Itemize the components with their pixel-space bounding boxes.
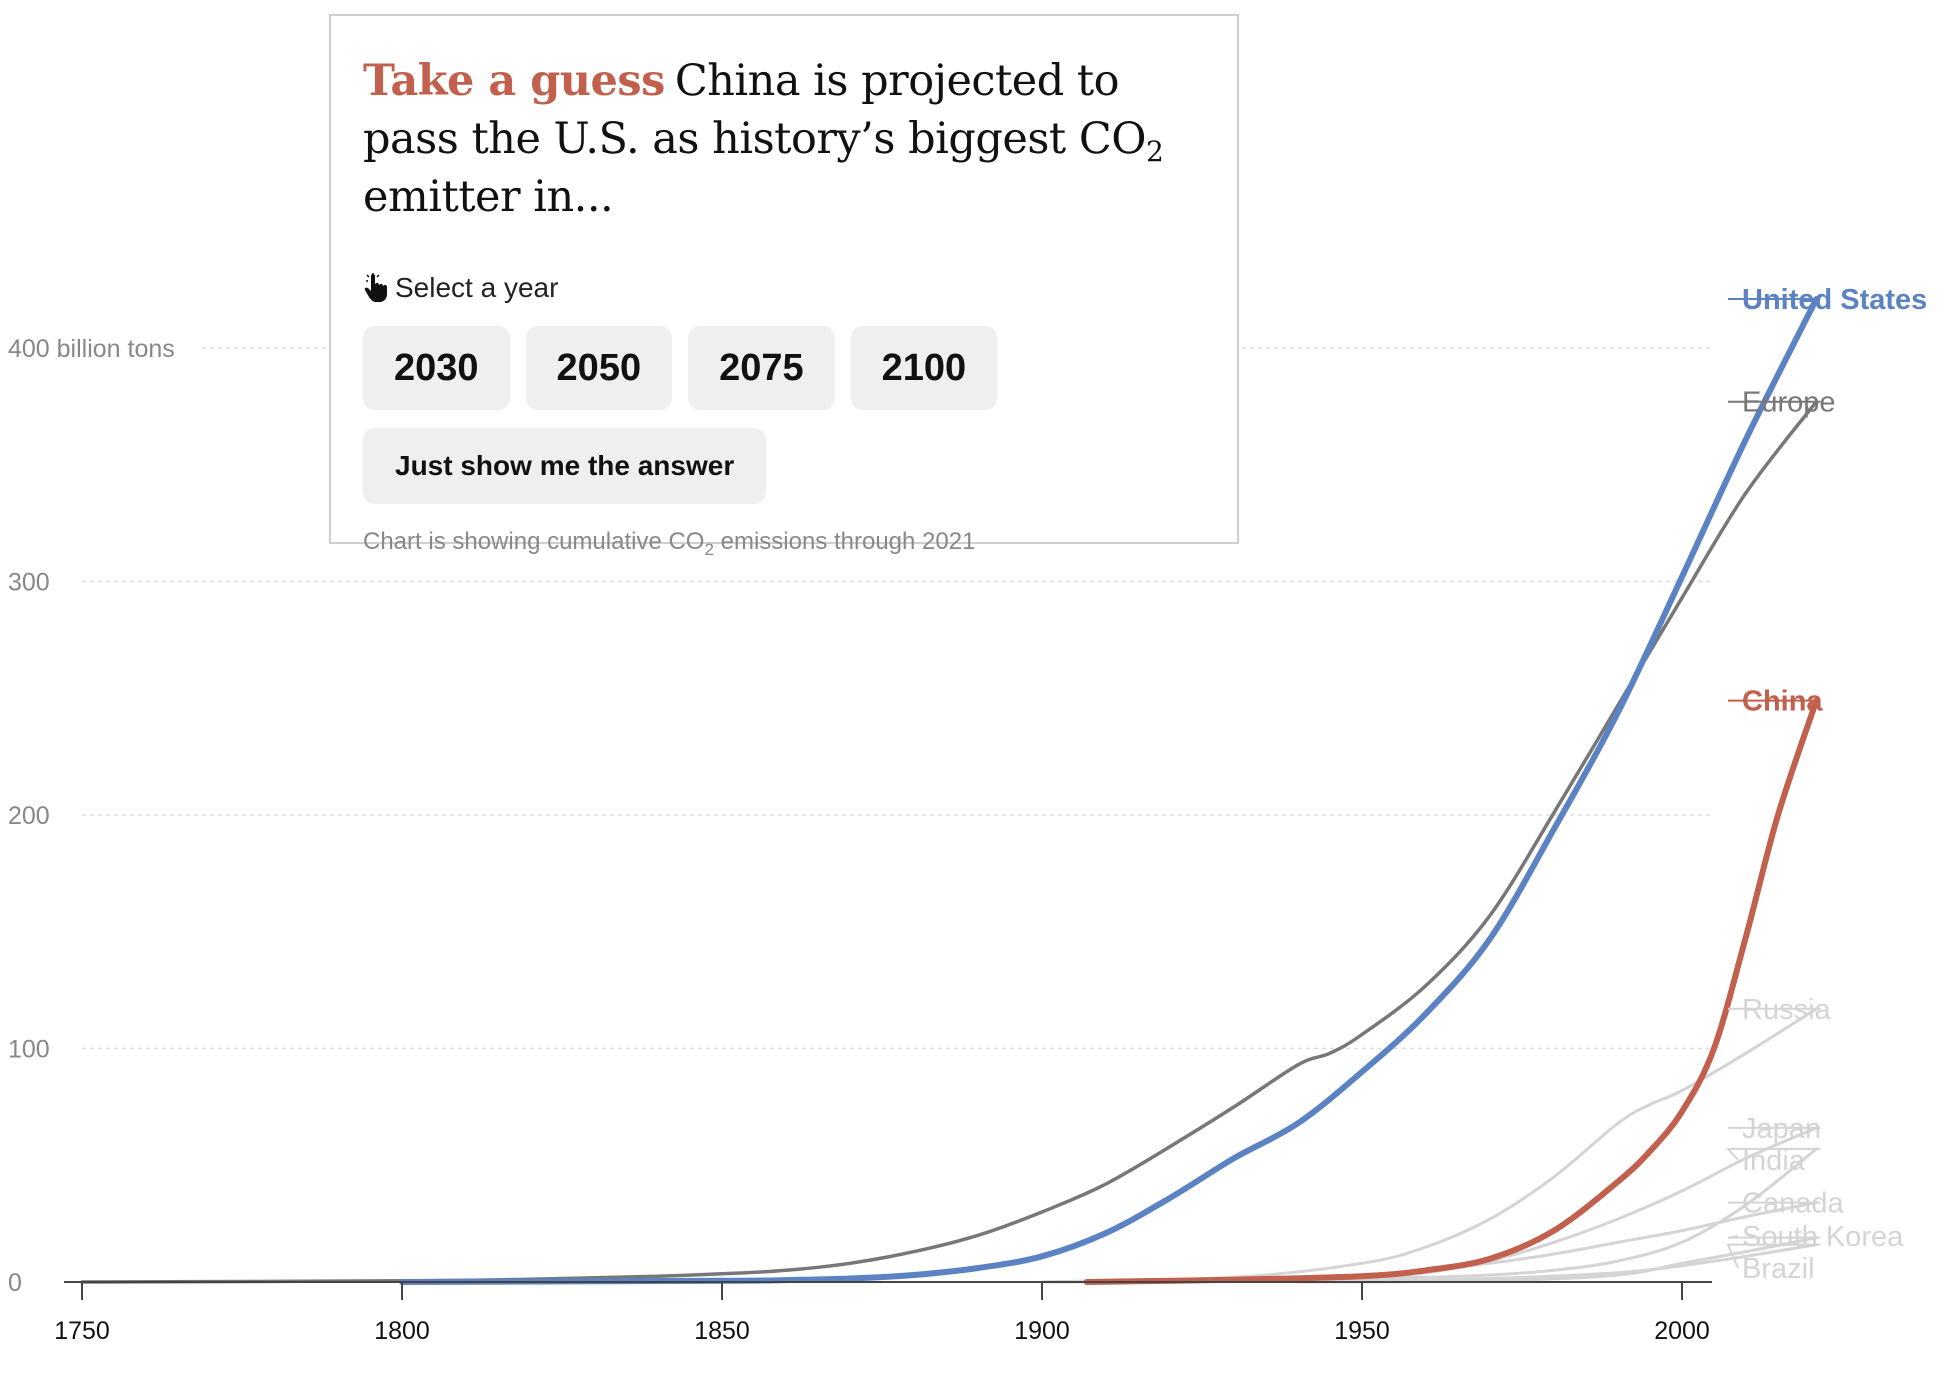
series-label-united-states: United States [1742, 284, 1927, 316]
chart-footnote: Chart is showing cumulative CO2 emission… [363, 528, 1207, 559]
quiz-panel: Take a guess China is projected to pass t… [329, 14, 1239, 558]
series-line-europe [80, 399, 1819, 1284]
x-tick-label: 1900 [1014, 1317, 1070, 1345]
footnote-text: Chart is showing cumulative CO [363, 528, 705, 555]
series-label-south-korea: South Korea [1742, 1221, 1904, 1253]
series-lines [80, 296, 1820, 1285]
series-labels: United States Europe China Russia JapanIndia… [1725, 284, 1927, 1285]
prompt-label: Select a year [395, 272, 559, 303]
series-label-canada: Canada [1742, 1188, 1844, 1220]
label-leader-south-korea [1727, 1235, 1821, 1239]
series-line-russia [1040, 1007, 1818, 1284]
footnote-text-end: emissions through 2021 [713, 528, 976, 555]
x-tick-label: 1850 [694, 1317, 750, 1345]
year-2100-button[interactable]: 2100 [850, 326, 998, 410]
select-year-prompt: Select a year [363, 272, 1207, 304]
question-subscript: 2 [1146, 135, 1164, 168]
x-tick-label: 1800 [374, 1317, 430, 1345]
y-tick-label: 200 [8, 802, 50, 830]
x-axis: 1750 1800 1850 1900 1950 2000 [54, 1281, 1712, 1345]
year-2030-button[interactable]: 2030 [363, 326, 510, 410]
label-leader-brazil [1726, 1243, 1821, 1269]
year-2075-button[interactable]: 2075 [688, 326, 835, 410]
x-tick-label: 1950 [1334, 1317, 1390, 1345]
x-tick-label: 1750 [54, 1317, 110, 1345]
footnote-subscript: 2 [704, 540, 714, 559]
series-label-china: China [1742, 686, 1823, 718]
series-label-russia: Russia [1742, 994, 1832, 1026]
series-line-united-states [399, 296, 1820, 1285]
question-text: China is projected to pass the U.S. as h… [363, 56, 1147, 164]
series-line-china [1083, 697, 1820, 1285]
y-tick-label: 300 [8, 569, 50, 597]
question-text-end: emitter in... [363, 172, 614, 222]
pointer-hand-icon [363, 272, 389, 303]
quiz-question: Take a guess China is projected to pass t… [363, 52, 1207, 226]
y-tick-label: 100 [8, 1036, 50, 1064]
y-tick-label: 400 billion tons [8, 335, 175, 363]
year-options: 2030 2050 2075 2100 [363, 326, 1207, 410]
quiz-kicker: Take a guess [363, 56, 665, 106]
show-answer-button[interactable]: Just show me the answer [363, 428, 767, 504]
y-tick-label: 0 [8, 1269, 22, 1297]
series-label-europe: Europe [1742, 387, 1836, 419]
x-tick-label: 2000 [1654, 1317, 1710, 1345]
series-label-japan: Japan [1742, 1113, 1821, 1145]
series-label-india: India [1742, 1145, 1806, 1177]
label-leader-india [1725, 1147, 1821, 1161]
year-2050-button[interactable]: 2050 [525, 326, 673, 410]
series-label-brazil: Brazil [1742, 1253, 1815, 1285]
